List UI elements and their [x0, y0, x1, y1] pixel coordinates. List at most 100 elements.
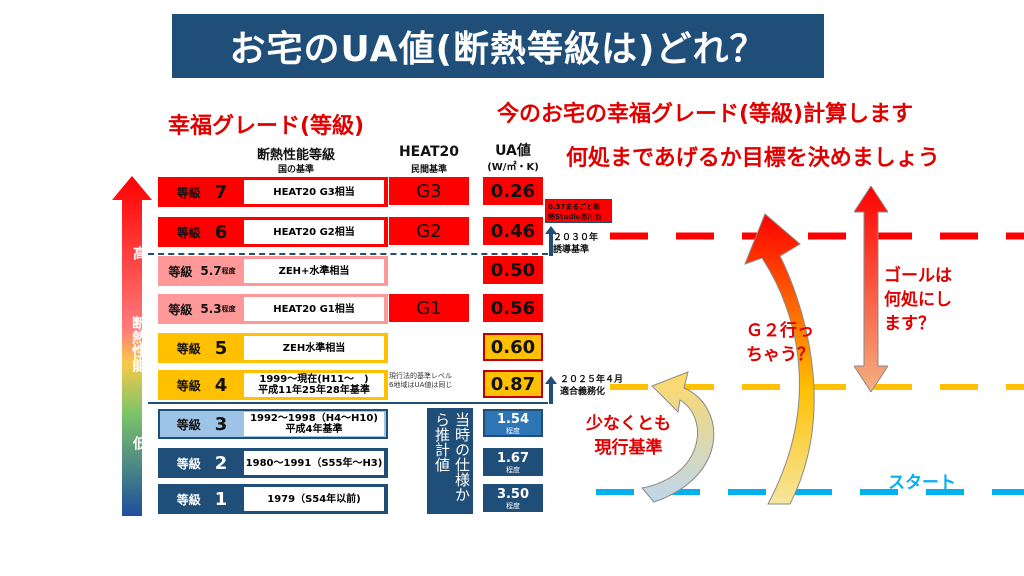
- axis-high: 高: [131, 246, 147, 260]
- heat20-grade: G3: [389, 177, 469, 205]
- level-description: 1992～1998（H4～H10) 平成4年基準: [244, 412, 384, 436]
- ua-value: 0.50: [483, 256, 543, 284]
- level-grade-number: 5.7: [200, 264, 222, 278]
- page-title: お宅のUA値(断熱等級は)どれ？: [172, 14, 824, 78]
- right-heading-1: 今のお宅の幸福グレード(等級)計算します: [497, 102, 914, 127]
- ua-value-approx: 程度: [506, 426, 520, 435]
- level-grade: 等級 6: [160, 219, 244, 245]
- estimate-text: 当時の仕様から推計値: [433, 412, 471, 502]
- ua-value-number: 0.26: [490, 180, 536, 202]
- ua-value-number: 0.60: [490, 336, 536, 358]
- ua-column-unit: (W/㎡・K): [487, 162, 539, 173]
- grade-column-title: 断熱性能等級: [256, 148, 335, 163]
- ua-value-approx: 程度: [506, 465, 520, 474]
- level-grade: 等級 5.7 程度: [160, 258, 244, 284]
- marker-2030-arrow: [545, 226, 557, 256]
- level-grade-label: 等級: [168, 264, 193, 279]
- heat20-column-title: HEAT20: [398, 144, 460, 160]
- goal-text: ゴールは 何処にし ます？: [884, 266, 952, 334]
- ua-value-number: 1.54: [496, 411, 530, 427]
- ua-value: 1.67 程度: [483, 448, 543, 476]
- insulation-arrow: [112, 176, 152, 516]
- level-row: 等級 1 1979（S54年以前): [158, 484, 388, 514]
- ua-value-approx: 程度: [506, 501, 520, 510]
- level-grade: 等級 7: [160, 179, 244, 205]
- grade-column-sub: 国の基準: [277, 165, 314, 175]
- level-grade: 等級 1: [160, 486, 244, 512]
- level-description: ZEH水準相当: [244, 336, 384, 360]
- studio-note: 0.37まるごと断 熱Studio赤川台: [545, 199, 612, 223]
- level-grade-label: 等級: [176, 456, 201, 471]
- ua-value: 0.26: [483, 177, 543, 205]
- ua-value-number: 3.50: [496, 486, 530, 502]
- level-description: HEAT20 G2相当: [244, 220, 384, 244]
- level-grade-label: 等級: [176, 225, 201, 240]
- level-grade: 等級 2: [160, 450, 244, 476]
- ua-value: 1.54 程度: [483, 409, 543, 437]
- g2-text: Ｇ２行っ ちゃう？: [746, 321, 814, 365]
- level-grade-number: 7: [214, 181, 228, 203]
- right-heading-2: 何処まであげるか目標を決めましょう: [566, 146, 940, 171]
- level-description: HEAT20 G3相当: [244, 180, 384, 204]
- start-text: スタート: [888, 473, 956, 493]
- level-grade-label: 等級: [176, 492, 201, 507]
- level-description: HEAT20 G1相当: [244, 297, 384, 321]
- level-grade: 等級 3: [160, 411, 244, 437]
- minimum-curve-arrow: [641, 371, 715, 503]
- level-description: 1999～現在(H11～ ) 平成11年25年28年基準: [244, 373, 384, 397]
- left-heading: 幸福グレード(等級): [168, 114, 365, 139]
- heat20-grade: G2: [389, 217, 469, 245]
- heat20-column-sub: 民間基準: [410, 165, 447, 175]
- heat20-grade: G1: [389, 294, 469, 322]
- minimum-text: 少なくとも 現行基準: [586, 414, 671, 458]
- level-grade-label: 等級: [176, 341, 201, 356]
- level-row: 等級 5.7 程度 ZEH+水準相当: [158, 256, 388, 286]
- level-grade-number: 5.3: [200, 302, 222, 316]
- axis-low: 低: [131, 436, 147, 450]
- level-description: 1980～1991（S55年～H3): [244, 451, 384, 475]
- level-grade: 等級 4: [160, 372, 244, 398]
- marker-2030: ２０３０年 誘導基準: [553, 233, 599, 255]
- level-row: 等級 7 HEAT20 G3相当: [158, 177, 388, 207]
- level-grade-number: 6: [214, 221, 228, 243]
- level-grade-label: 等級: [168, 302, 193, 317]
- estimate-box: [427, 408, 473, 514]
- level-grade-label: 等級: [176, 378, 201, 393]
- ua-value-number: 0.50: [490, 259, 536, 281]
- level-grade-label: 等級: [176, 185, 201, 200]
- level-row: 等級 2 1980～1991（S55年～H3): [158, 448, 388, 478]
- table-boundary-2030: [148, 253, 548, 255]
- table-boundary-2025: [148, 402, 548, 404]
- ua-value-number: 0.87: [490, 373, 536, 395]
- goal-double-arrow: [854, 186, 888, 392]
- ua-value: 0.46: [483, 217, 543, 245]
- ua-value: 3.50 程度: [483, 484, 543, 512]
- level-description: 1979（S54年以前): [244, 487, 384, 511]
- level-description: ZEH+水準相当: [244, 259, 384, 283]
- level-grade-number: 4: [214, 374, 228, 396]
- level-grade-number: 1: [214, 488, 228, 510]
- marker-2025-arrow: [545, 376, 557, 404]
- g2-curve-arrow: [744, 213, 815, 505]
- ua-value-number: 0.56: [490, 297, 536, 319]
- level-row: 等級 4 1999～現在(H11～ ) 平成11年25年28年基準: [158, 370, 388, 400]
- ua-value-number: 0.46: [490, 220, 536, 242]
- level-grade-number: 2: [214, 452, 228, 474]
- marker-2025: ２０２５年４月 適合義務化: [560, 375, 624, 397]
- ua-value: 0.87: [483, 370, 543, 398]
- level-row: 等級 3 1992～1998（H4～H10) 平成4年基準: [158, 409, 388, 439]
- current-standard-note: 現行法的基準レベル 6地域はUA値は同じ: [389, 372, 453, 389]
- level-grade: 等級 5.3 程度: [160, 296, 244, 322]
- ua-value-number: 1.67: [496, 450, 530, 466]
- ua-value: 0.56: [483, 294, 543, 322]
- ua-column-title: UA値: [495, 143, 531, 159]
- axis-mid: 断熱性能: [130, 316, 146, 372]
- level-grade: 等級 5: [160, 335, 244, 361]
- level-row: 等級 6 HEAT20 G2相当: [158, 217, 388, 247]
- level-grade-number: 5: [214, 337, 228, 359]
- level-grade-suffix: 程度: [221, 267, 236, 275]
- level-row: 等級 5.3 程度 HEAT20 G1相当: [158, 294, 388, 324]
- level-grade-number: 3: [214, 413, 228, 435]
- level-grade-label: 等級: [176, 417, 201, 432]
- level-grade-suffix: 程度: [221, 305, 236, 313]
